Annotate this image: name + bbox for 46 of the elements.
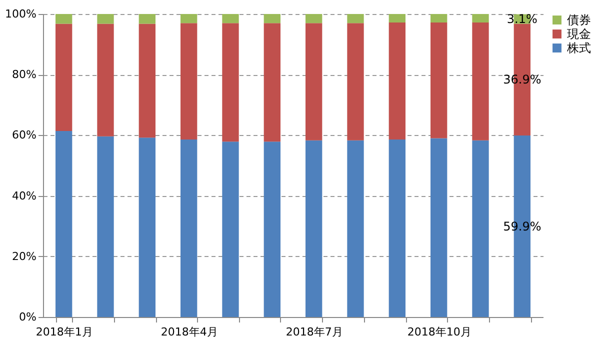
bar: [472, 14, 489, 22]
bar: [97, 136, 114, 317]
y-tick-label: 20%: [12, 250, 36, 263]
bar: [222, 23, 239, 142]
bar: [472, 22, 489, 140]
bar: [264, 142, 280, 317]
bar: [347, 140, 364, 317]
legend-label: 債券: [567, 13, 591, 27]
x-tick-label: 2018年10月: [407, 326, 472, 338]
bar: [222, 14, 239, 24]
bar: [347, 23, 364, 140]
bar: [180, 14, 198, 24]
y-tick-label: 100%: [5, 8, 36, 20]
bar: [138, 14, 156, 24]
bar: [180, 139, 198, 317]
bar: [97, 14, 114, 24]
bar: [306, 14, 322, 24]
bar: [306, 140, 322, 317]
bar: [472, 140, 489, 317]
bar: [388, 14, 406, 22]
x-tick-label: 2018年1月: [36, 326, 93, 338]
bar: [306, 23, 322, 140]
bar: [430, 138, 448, 317]
bar: [347, 14, 364, 24]
legend-label: 現金: [567, 27, 591, 41]
y-tick-label: 0%: [19, 310, 36, 324]
bar: [56, 24, 72, 131]
x-tick-label: 2018年7月: [286, 326, 343, 338]
y-tick-label: 40%: [12, 189, 36, 202]
x-tick-label: 2018年4月: [160, 326, 218, 338]
bar: [264, 23, 280, 142]
bar: [138, 138, 156, 317]
bar: [388, 139, 406, 317]
y-tick-label: 80%: [12, 68, 36, 82]
bar: [56, 14, 72, 24]
bar: [430, 14, 448, 22]
bar: [222, 142, 239, 317]
bar: [388, 22, 406, 140]
bar: [430, 22, 448, 138]
bar: [180, 23, 198, 140]
bar: [97, 24, 114, 136]
y-tick-label: 60%: [12, 128, 36, 142]
bar: [138, 24, 156, 138]
legend-label: 株式: [566, 41, 591, 55]
bar: [56, 130, 72, 317]
bar: [264, 14, 280, 24]
